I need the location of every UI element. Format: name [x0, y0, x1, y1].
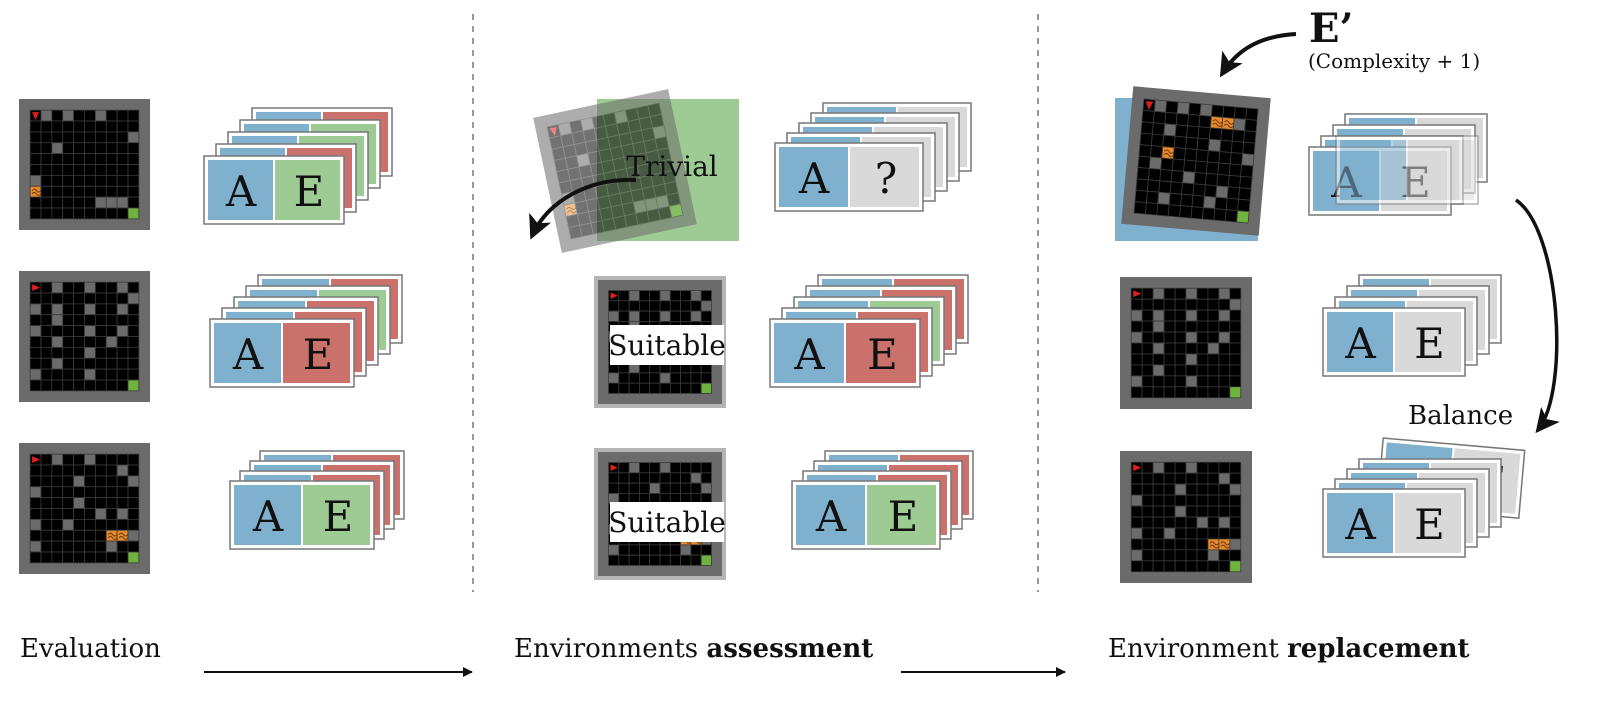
suitable-label: Suitable [608, 325, 726, 365]
card-letter: E [294, 167, 325, 216]
score-card [229, 480, 375, 550]
balance-arrow [1514, 198, 1560, 434]
card-letter: A [798, 154, 830, 203]
score-card [1322, 307, 1466, 377]
score-card [1322, 488, 1466, 558]
suitable-label-text: Suitable [608, 506, 726, 539]
grid-environment [19, 443, 150, 574]
card-letter: A [232, 330, 264, 379]
grid-environment [19, 99, 150, 230]
card-stack: A? [774, 102, 972, 212]
score-card [203, 155, 345, 225]
trivial-label: Trivial [626, 150, 717, 183]
suitable-label: Suitable [608, 502, 726, 542]
stage-label-replacement: Environment replacement [1108, 634, 1470, 664]
card-letter: E [888, 492, 919, 541]
grid-environment [533, 89, 697, 253]
card-letter: E [867, 330, 898, 379]
card-letter: E [303, 330, 334, 379]
score-card [209, 318, 355, 388]
stage-label-evaluation: Evaluation [20, 634, 161, 664]
card-letter: A [252, 492, 284, 541]
score-card [774, 142, 924, 212]
card-letter: E [323, 492, 354, 541]
complexity-label: (Complexity + 1) [1308, 49, 1480, 73]
card-letter: ? [875, 154, 898, 203]
card-letter: E [1414, 500, 1445, 549]
grid-environment [1120, 451, 1252, 583]
new-env-label: E’ [1309, 5, 1353, 52]
card-letter: A [815, 492, 847, 541]
card-letter: A [1344, 319, 1376, 368]
score-card [791, 480, 941, 550]
grid-environment [1121, 86, 1271, 236]
grid-environment [1120, 277, 1252, 409]
stage-label-assessment: Environments assessment [514, 634, 874, 664]
grid-environment [19, 271, 150, 402]
discard-arrow [529, 177, 637, 240]
card-letter: E [1414, 319, 1445, 368]
balance-label: Balance [1408, 401, 1513, 431]
score-card [769, 318, 921, 388]
card-letter: A [793, 330, 825, 379]
new-env-arrow [1219, 32, 1297, 78]
score-card [1335, 135, 1479, 205]
suitable-label-text: Suitable [608, 329, 726, 362]
card-letter: A [1344, 500, 1376, 549]
card-letter: A [225, 167, 257, 216]
